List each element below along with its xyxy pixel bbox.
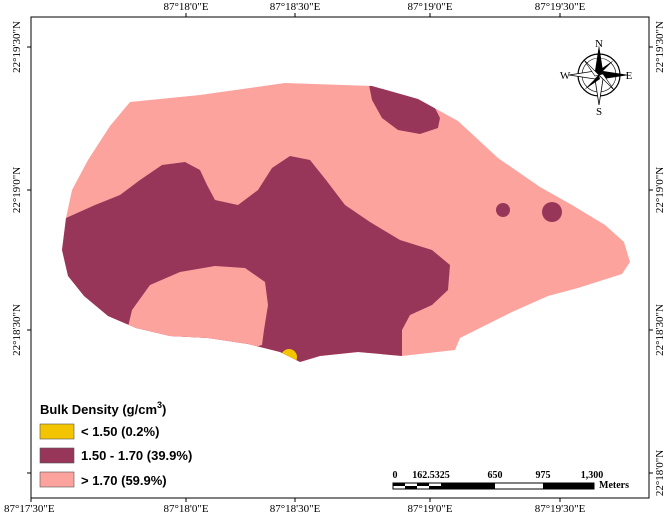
scale-label-0: 0	[393, 470, 398, 481]
north-arrow-icon: N S E W	[560, 38, 633, 118]
legend-swatch-low	[39, 423, 75, 440]
left-ticks	[27, 46, 31, 474]
legend-title: Bulk Density (g/cm3)	[40, 400, 166, 417]
top-tick-label-2: 87°18'30"E	[270, 1, 321, 13]
legend-swatch-high	[39, 471, 75, 488]
scale-label-1: 162.5325	[412, 470, 450, 481]
scale-bar: 0 162.5325 650 975 1,300 Meters	[392, 470, 629, 491]
scale-unit: Meters	[599, 480, 629, 491]
compass-w: W	[560, 70, 571, 82]
legend-item-low: < 1.50 (0.2%)	[39, 423, 159, 440]
top-ticks	[185, 13, 561, 17]
top-tick-label-3: 87°19'0"E	[407, 1, 452, 13]
compass-n: N	[595, 38, 603, 50]
right-tick-label-0: 22°19'30"N	[654, 21, 664, 73]
compass-s: S	[596, 106, 602, 118]
right-ticks	[649, 46, 653, 474]
scale-label-3: 975	[536, 470, 551, 481]
left-tick-label-0: 22°19'30"N	[11, 21, 23, 73]
legend-item-mid: 1.50 - 1.70 (39.9%)	[39, 447, 192, 464]
left-tick-label-2: 22°18'30"N	[11, 304, 23, 356]
legend-swatch-mid	[39, 447, 75, 464]
top-tick-label-1: 87°18'0"E	[163, 1, 208, 13]
right-tick-label-2: 22°18'30"N	[654, 304, 664, 356]
bottom-tick-label-4: 87°19'30"E	[535, 503, 586, 515]
bottom-tick-label-1: 87°18'0"E	[163, 503, 208, 515]
legend-label-low: < 1.50 (0.2%)	[81, 424, 159, 439]
compass-e: E	[626, 70, 633, 82]
right-tick-label-1: 22°19'0"N	[654, 167, 664, 213]
legend-label-mid: 1.50 - 1.70 (39.9%)	[81, 448, 192, 463]
zone-mid-density-spot-1	[496, 203, 510, 217]
scale-label-4: 1,300	[581, 470, 604, 481]
legend-item-high: > 1.70 (59.9%)	[39, 471, 167, 488]
legend-label-high: > 1.70 (59.9%)	[81, 473, 167, 488]
bottom-ticks	[30, 498, 561, 502]
scale-label-2: 650	[488, 470, 503, 481]
left-tick-label-1: 22°19'0"N	[11, 167, 23, 213]
bottom-tick-label-0: 87°17'30"E	[4, 503, 55, 515]
bottom-tick-label-2: 87°18'30"E	[270, 503, 321, 515]
top-tick-label-4: 87°19'30"E	[535, 1, 586, 13]
right-tick-label-3: 22°18'0"N	[654, 450, 664, 496]
bottom-tick-label-3: 87°19'0"E	[407, 503, 452, 515]
zone-mid-density-spot-2	[542, 202, 562, 222]
legend: Bulk Density (g/cm3) < 1.50 (0.2%) 1.50 …	[39, 400, 192, 488]
